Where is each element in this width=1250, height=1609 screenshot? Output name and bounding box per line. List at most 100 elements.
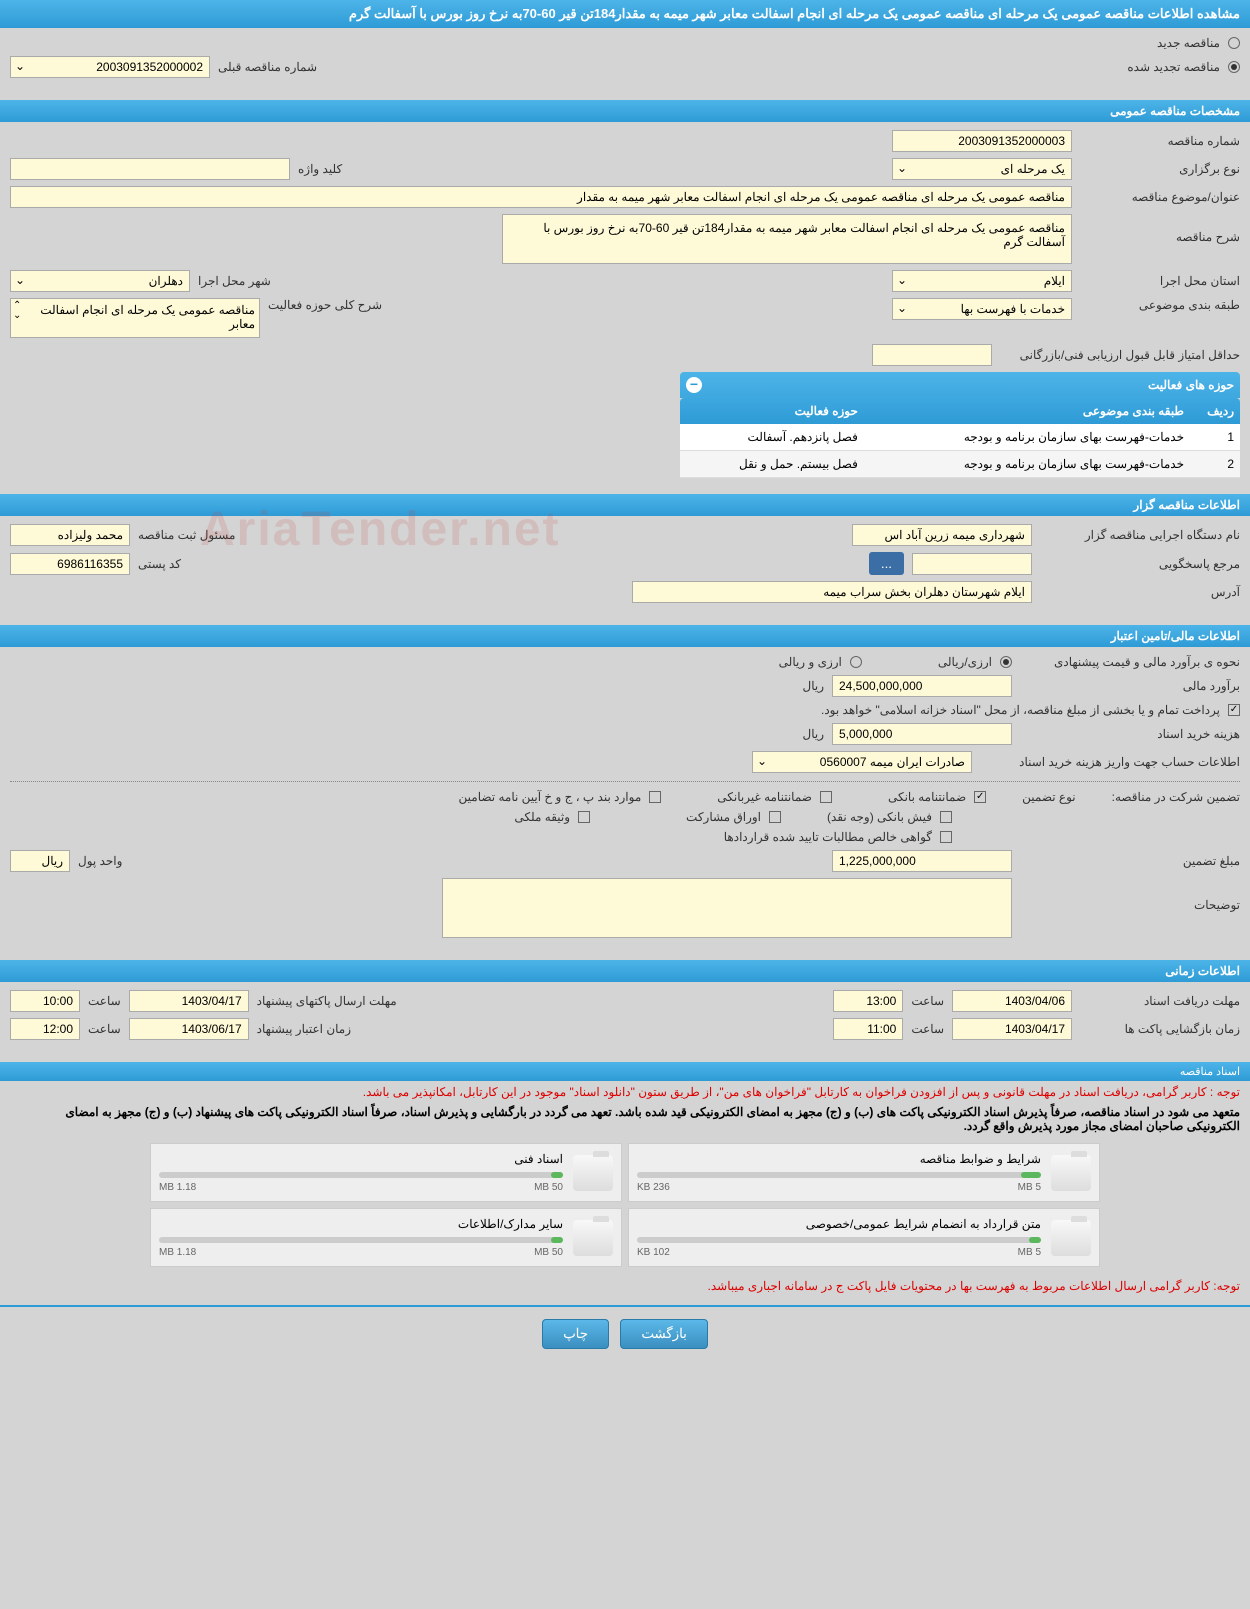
label-time1: ساعت: [911, 994, 944, 1008]
field-min-score[interactable]: [872, 344, 992, 366]
field-subject[interactable]: مناقصه عمومی یک مرحله ای مناقصه عمومی یک…: [10, 186, 1072, 208]
label-g3: موارد بند پ ، ج و خ آیین نامه تضامین: [459, 790, 642, 804]
section-general: مشخصات مناقصه عمومی: [0, 100, 1250, 122]
label-unit2: ریال: [802, 727, 824, 741]
label-receive: مهلت دریافت اسناد: [1080, 994, 1240, 1008]
section-docs: اسناد مناقصه: [0, 1062, 1250, 1081]
table-row: 1 خدمات-فهرست بهای سازمان برنامه و بودجه…: [680, 424, 1240, 451]
doc-card[interactable]: شرایط و ضوابط مناقصه 5 MB 236 KB: [628, 1143, 1100, 1202]
select-prev-num[interactable]: 2003091352000002: [10, 56, 210, 78]
label-g2: ضمانتنامه غیربانکی: [717, 790, 812, 804]
label-time2: ساعت: [88, 994, 121, 1008]
field-reg: محمد ولیزاده: [10, 524, 130, 546]
cb-g2[interactable]: [820, 791, 832, 803]
folder-icon: [573, 1155, 613, 1191]
field-receive-time[interactable]: 13:00: [833, 990, 903, 1012]
select-city[interactable]: دهلران: [10, 270, 190, 292]
cb-g1[interactable]: [974, 791, 986, 803]
table-row: 2 خدمات-فهرست بهای سازمان برنامه و بودجه…: [680, 451, 1240, 478]
field-contact[interactable]: [912, 553, 1032, 575]
doc-title: شرایط و ضوابط مناقصه: [637, 1152, 1041, 1166]
label-payment-note: پرداخت تمام و یا بخشی از مبلغ مناقصه، از…: [821, 703, 1220, 717]
label-keyword: کلید واژه: [298, 162, 342, 176]
more-button[interactable]: ...: [869, 552, 904, 575]
label-valid: زمان اعتبار پیشنهاد: [257, 1022, 351, 1036]
field-valid-date[interactable]: 1403/06/17: [129, 1018, 249, 1040]
textarea-notes[interactable]: [442, 878, 1012, 938]
label-renewed-tender: مناقصه تجدید شده: [1127, 60, 1220, 74]
radio-new[interactable]: [1228, 37, 1240, 49]
doc-title: متن قرارداد به انضمام شرایط عمومی/خصوصی: [637, 1217, 1041, 1231]
select-type[interactable]: یک مرحله ای: [892, 158, 1072, 180]
doc-card[interactable]: اسناد فنی 50 MB 1.18 MB: [150, 1143, 622, 1202]
label-province: استان محل اجرا: [1080, 274, 1240, 288]
label-opt2: ارزی و ریالی: [779, 655, 842, 669]
section-organizer: اطلاعات مناقصه گزار: [0, 494, 1250, 516]
minimize-icon[interactable]: −: [686, 377, 702, 393]
select-category[interactable]: خدمات با فهرست بها: [892, 298, 1072, 320]
table-title: حوزه های فعالیت −: [680, 372, 1240, 398]
back-button[interactable]: بازگشت: [620, 1319, 708, 1349]
label-category: طبقه بندی موضوعی: [1080, 298, 1240, 312]
section-financial: اطلاعات مالی/تامین اعتبار: [0, 625, 1250, 647]
doc-max: 50 MB: [534, 1247, 563, 1258]
field-open-date[interactable]: 1403/04/17: [952, 1018, 1072, 1040]
label-type: نوع برگزاری: [1080, 162, 1240, 176]
select-province[interactable]: ایلام: [892, 270, 1072, 292]
cb-g6[interactable]: [578, 811, 590, 823]
field-addr: ایلام شهرستان دهلران بخش سراب میمه: [632, 581, 1032, 603]
field-submit-date[interactable]: 1403/04/17: [129, 990, 249, 1012]
label-subject: عنوان/موضوع مناقصه: [1080, 190, 1240, 204]
doc-card[interactable]: سایر مدارک/اطلاعات 50 MB 1.18 MB: [150, 1208, 622, 1267]
label-guarantee-intro: تضمین شرکت در مناقصه:: [1112, 790, 1240, 804]
cb-g3[interactable]: [649, 791, 661, 803]
doc-card[interactable]: متن قرارداد به انضمام شرایط عمومی/خصوصی …: [628, 1208, 1100, 1267]
doc-max: 50 MB: [534, 1182, 563, 1193]
cb-g4[interactable]: [940, 811, 952, 823]
field-estimate[interactable]: 24,500,000,000: [832, 675, 1012, 697]
checkbox-payment[interactable]: [1228, 704, 1240, 716]
label-submit: مهلت ارسال پاکتهای پیشنهاد: [257, 994, 397, 1008]
doc-used: 1.18 MB: [159, 1182, 196, 1193]
label-guarantee-amt: مبلغ تضمین: [1020, 854, 1240, 868]
cb-g5[interactable]: [769, 811, 781, 823]
label-time3: ساعت: [911, 1022, 944, 1036]
label-doc-cost: هزینه خرید اسناد: [1020, 727, 1240, 741]
label-g4: فیش بانکی (وجه نقد): [827, 810, 932, 824]
field-receive-date[interactable]: 1403/04/06: [952, 990, 1072, 1012]
doc-title: سایر مدارک/اطلاعات: [159, 1217, 563, 1231]
col-category: طبقه بندی موضوعی: [864, 398, 1190, 424]
label-new-tender: مناقصه جدید: [1157, 36, 1220, 50]
field-submit-time[interactable]: 10:00: [10, 990, 80, 1012]
textarea-desc[interactable]: مناقصه عمومی یک مرحله ای انجام اسفالت مع…: [502, 214, 1072, 264]
label-currency: واحد پول: [78, 854, 122, 868]
label-desc: شرح مناقصه: [1080, 214, 1240, 244]
field-org: شهرداری میمه زرین آباد اس: [852, 524, 1032, 546]
field-doc-cost[interactable]: 5,000,000: [832, 723, 1012, 745]
label-city: شهر محل اجرا: [198, 274, 271, 288]
cb-g7[interactable]: [940, 831, 952, 843]
note-footer: توجه: کاربر گرامی ارسال اطلاعات مربوط به…: [0, 1275, 1250, 1297]
label-unit1: ریال: [802, 679, 824, 693]
doc-title: اسناد فنی: [159, 1152, 563, 1166]
section-timing: اطلاعات زمانی: [0, 960, 1250, 982]
label-account: اطلاعات حساب جهت واریز هزینه خرید اسناد: [980, 755, 1240, 769]
doc-used: 1.18 MB: [159, 1247, 196, 1258]
label-notes: توضیحات: [1020, 878, 1240, 912]
label-addr: آدرس: [1040, 585, 1240, 599]
radio-renewed[interactable]: [1228, 61, 1240, 73]
field-open-time[interactable]: 11:00: [833, 1018, 903, 1040]
print-button[interactable]: چاپ: [542, 1319, 609, 1349]
page-title: مشاهده اطلاعات مناقصه عمومی یک مرحله ای …: [0, 0, 1250, 28]
field-guarantee-amt[interactable]: 1,225,000,000: [832, 850, 1012, 872]
field-valid-time[interactable]: 12:00: [10, 1018, 80, 1040]
multiline-activity[interactable]: مناقصه عمومی یک مرحله ای انجام اسفالت مع…: [10, 298, 260, 338]
label-guarantee-type: نوع تضمین: [1022, 790, 1075, 804]
radio-both[interactable]: [850, 656, 862, 668]
doc-used: 236 KB: [637, 1182, 670, 1193]
field-keyword[interactable]: [10, 158, 290, 180]
select-account[interactable]: صادرات ایران میمه 0560007: [752, 751, 972, 773]
radio-rial[interactable]: [1000, 656, 1012, 668]
label-g1: ضمانتنامه بانکی: [888, 790, 966, 804]
label-opt1: ارزی/ریالی: [938, 655, 992, 669]
